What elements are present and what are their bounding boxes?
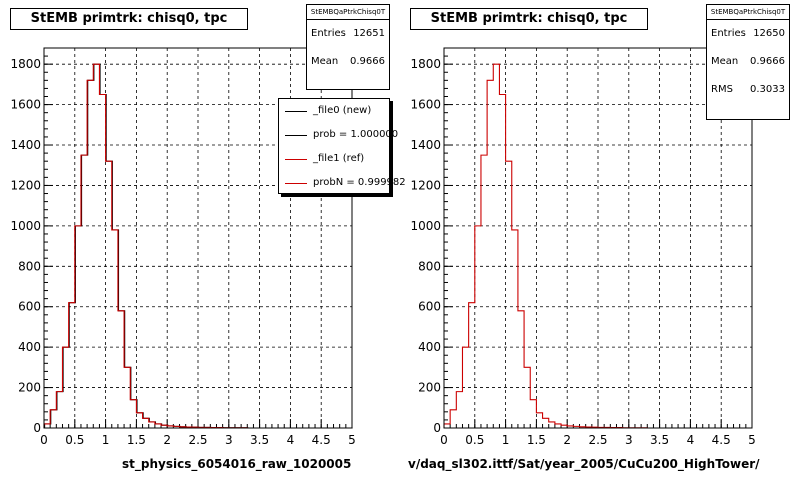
y-tick-label: 0 — [33, 421, 41, 435]
y-tick-label: 800 — [418, 259, 441, 273]
right-stats-entries-value: 12650 — [753, 28, 785, 39]
y-tick-label: 800 — [18, 259, 41, 273]
left-stats-mean-row: Mean 0.9666 — [307, 48, 389, 76]
left-stats-mean-label: Mean — [311, 56, 339, 67]
y-tick-label: 1200 — [410, 178, 441, 192]
y-tick-label: 1400 — [410, 138, 441, 152]
y-tick-label: 1000 — [10, 219, 41, 233]
x-tick-label: 2.5 — [188, 433, 207, 447]
right-stats-entries-label: Entries — [711, 28, 746, 39]
x-tick-label: 3 — [625, 433, 633, 447]
legend-line-sample — [285, 183, 307, 184]
legend-label: _file0 (new) — [313, 105, 372, 116]
x-tick-label: 1 — [502, 433, 510, 447]
x-tick-label: 3 — [225, 433, 233, 447]
x-tick-label: 5 — [348, 433, 356, 447]
right-stats-title: StEMBQaPtrkChisq0T — [707, 5, 789, 20]
legend-entry-probn: probN = 0.999982 — [279, 171, 406, 195]
legend-line-sample — [285, 111, 307, 112]
legend-line-sample — [285, 135, 307, 136]
legend-label: prob = 1.000000 — [313, 129, 399, 140]
x-tick-label: 4 — [287, 433, 295, 447]
left-stats-entries-label: Entries — [311, 28, 346, 39]
y-tick-label: 0 — [433, 421, 441, 435]
x-tick-label: 2.5 — [588, 433, 607, 447]
y-tick-label: 1800 — [10, 57, 41, 71]
x-tick-label: 1.5 — [127, 433, 146, 447]
right-stats-mean-value: 0.9666 — [750, 56, 785, 67]
x-tick-label: 2 — [163, 433, 171, 447]
left-x-axis-title: st_physics_6054016_raw_1020005 — [122, 457, 352, 471]
left-stats-mean-value: 0.9666 — [350, 56, 385, 67]
left-stats-title: StEMBQaPtrkChisq0T — [307, 5, 389, 20]
x-tick-label: 4.5 — [712, 433, 731, 447]
legend-line-sample — [285, 159, 307, 160]
left-plot-title: StEMB primtrk: chisq0, tpc — [10, 8, 248, 30]
x-tick-label: 5 — [748, 433, 756, 447]
x-tick-label: 1.5 — [527, 433, 546, 447]
y-tick-label: 400 — [418, 340, 441, 354]
legend-label: probN = 0.999982 — [313, 177, 406, 188]
plot-frame-background — [444, 48, 752, 428]
left-legend: _file0 (new) prob = 1.000000 _file1 (ref… — [278, 98, 406, 195]
y-tick-label: 600 — [418, 300, 441, 314]
right-x-axis-title: v/daq_sl302.ittf/Sat/year_2005/CuCu200_H… — [408, 457, 760, 471]
x-tick-label: 2 — [563, 433, 571, 447]
left-stats-box: StEMBQaPtrkChisq0T Entries 12651 Mean 0.… — [306, 4, 390, 90]
x-tick-label: 1 — [102, 433, 110, 447]
legend-label: _file1 (ref) — [313, 153, 365, 164]
y-tick-label: 600 — [18, 300, 41, 314]
right-stats-box: StEMBQaPtrkChisq0T Entries 12650 Mean 0.… — [706, 4, 790, 120]
right-stats-rms-row: RMS 0.3033 — [707, 76, 789, 104]
legend-entry-file0: _file0 (new) — [279, 99, 389, 123]
plot-frame-border — [43, 47, 353, 429]
legend-entry-file1: _file1 (ref) — [279, 147, 389, 171]
x-tick-label: 4.5 — [312, 433, 331, 447]
y-tick-label: 400 — [18, 340, 41, 354]
y-tick-label: 1600 — [410, 98, 441, 112]
x-tick-label: 0 — [440, 433, 448, 447]
right-histogram-plot: 0 0.5 1 1.5 2 2.5 3 3.5 4 4.5 5 0 200 400 600 800 1000 12… — [410, 47, 756, 447]
right-stats-mean-row: Mean 0.9666 — [707, 48, 789, 76]
right-stats-rms-label: RMS — [711, 84, 733, 95]
plot-frame-border — [443, 47, 753, 429]
legend-entry-prob: prob = 1.000000 — [279, 123, 398, 147]
x-tick-label: 0.5 — [465, 433, 484, 447]
right-stats-mean-label: Mean — [711, 56, 739, 67]
x-tick-label: 3.5 — [650, 433, 669, 447]
x-tick-label: 4 — [687, 433, 695, 447]
y-tick-label: 1200 — [10, 178, 41, 192]
y-tick-label: 1600 — [10, 98, 41, 112]
y-tick-label: 1400 — [10, 138, 41, 152]
y-tick-label: 1800 — [410, 57, 441, 71]
x-tick-label: 3.5 — [250, 433, 269, 447]
right-plot-title: StEMB primtrk: chisq0, tpc — [410, 8, 648, 30]
y-tick-label: 1000 — [410, 219, 441, 233]
left-stats-entries-value: 12651 — [353, 28, 385, 39]
right-stats-entries-row: Entries 12650 — [707, 20, 789, 48]
right-stats-rms-value: 0.3033 — [750, 84, 785, 95]
x-tick-label: 0 — [40, 433, 48, 447]
y-tick-label: 200 — [418, 381, 441, 395]
left-stats-entries-row: Entries 12651 — [307, 20, 389, 48]
x-tick-label: 0.5 — [65, 433, 84, 447]
y-tick-label: 200 — [18, 381, 41, 395]
